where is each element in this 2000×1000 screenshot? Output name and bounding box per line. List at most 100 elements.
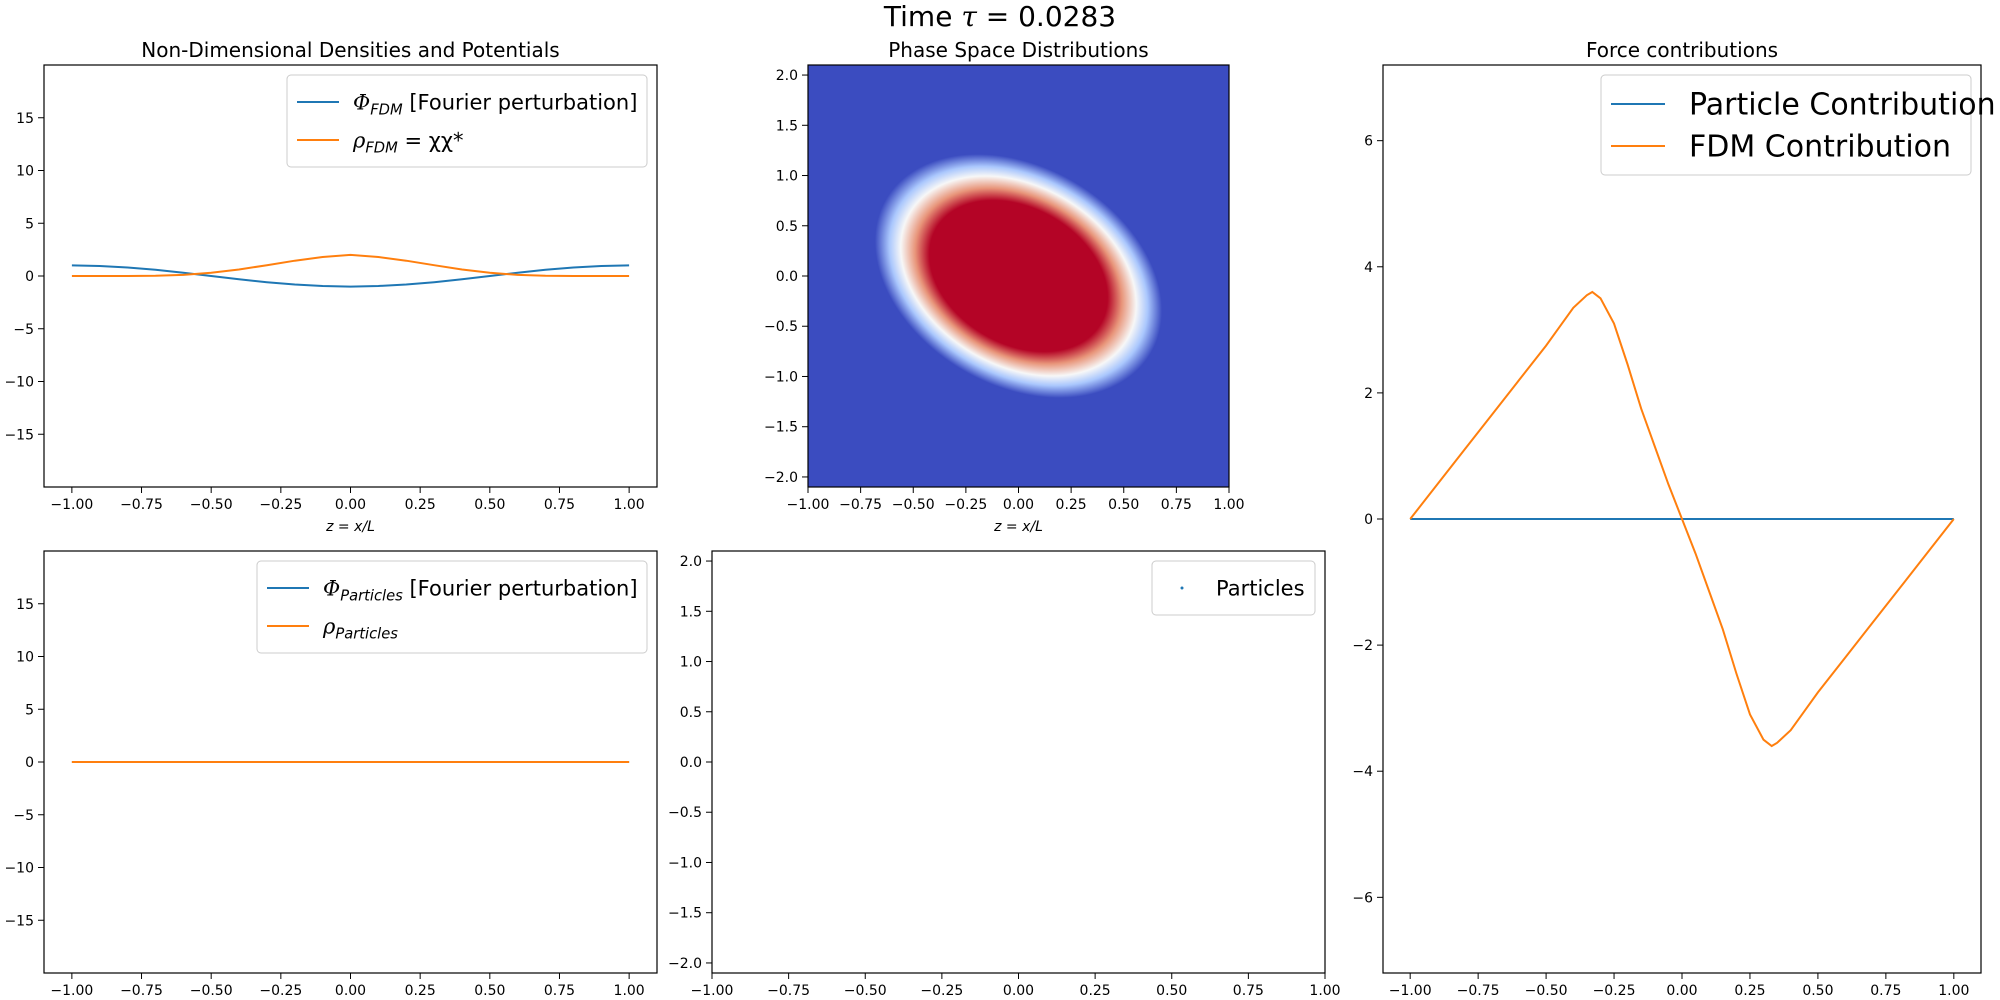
x-tick-label: −1.00 <box>691 983 734 999</box>
legend-label: ρParticles <box>322 614 398 642</box>
legend-subscript: Particles <box>335 625 398 642</box>
x-tick-label: 0.25 <box>405 983 436 999</box>
y-tick-label: 10 <box>16 164 34 180</box>
x-tick-label: 0.50 <box>474 497 505 513</box>
x-tick-label: −0.50 <box>190 983 233 999</box>
legend-label: ΦParticles [Fourier perturbation] <box>323 576 638 604</box>
particles-phase-axes: −1.00 −0.75 −0.50 −0.25 0.00 0.25 0.50 0.75 1.00… <box>668 550 1341 999</box>
x-axis-label: z = x/L <box>993 519 1043 535</box>
x-tick-label: −0.50 <box>844 983 887 999</box>
x-axis-label: z = x/L <box>325 519 375 535</box>
legend-label: ΦFDM [Fourier perturbation] <box>353 90 637 118</box>
y-tick-label: −2 <box>1352 638 1373 654</box>
y-tick-label: −2.0 <box>668 956 702 972</box>
x-tick-label: 0.00 <box>1003 497 1034 513</box>
suptitle-value: = 0.0283 <box>976 0 1117 33</box>
x-tick-label: 0.75 <box>1233 983 1264 999</box>
axes-frame <box>43 550 658 974</box>
y-tick-label: 15 <box>16 111 34 127</box>
x-tick-label: 0.75 <box>544 983 575 999</box>
legend-marker <box>1180 586 1184 590</box>
y-tick-label: 10 <box>16 650 34 666</box>
y-tick-label: −15 <box>4 427 34 443</box>
x-tick-label: 1.00 <box>1938 983 1969 999</box>
x-tick-label: −1.00 <box>787 497 830 513</box>
x-tick-label: 0.00 <box>1003 983 1034 999</box>
y-tick-label: 2 <box>1364 386 1373 402</box>
x-tick-label: −0.50 <box>892 497 935 513</box>
x-tick-label: −0.75 <box>839 497 882 513</box>
y-tick-label: −1.0 <box>668 855 702 871</box>
y-tick-label: −5 <box>13 808 34 824</box>
x-tick-label: −0.75 <box>1457 983 1500 999</box>
axes-frame <box>711 550 1326 974</box>
legend-subscript: FDM <box>370 101 403 118</box>
x-tick-label: −1.00 <box>1389 983 1432 999</box>
x-tick-label: 0.00 <box>335 983 366 999</box>
x-tick-label: −0.75 <box>120 497 163 513</box>
x-tick-label: 0.25 <box>1056 497 1087 513</box>
legend-label: Particle Contribution <box>1689 88 1996 123</box>
x-tick-label: −0.25 <box>259 983 302 999</box>
y-tick-label: 1.5 <box>680 604 702 620</box>
y-tick-label: 2.0 <box>776 68 798 84</box>
x-tick-label: 1.00 <box>1213 497 1244 513</box>
phase-space-fdm-axes: −1.00 −0.75 −0.50 −0.25 0.00 0.25 0.50 0.75 1.00… <box>764 38 1245 535</box>
axes-title: Non-Dimensional Densities and Potentials <box>141 38 559 62</box>
axes-frame <box>43 64 658 488</box>
x-tick-label: −1.00 <box>50 497 93 513</box>
legend-symbol: Φ <box>353 90 370 114</box>
y-tick-label: 0.5 <box>776 219 798 235</box>
x-tick-label: 1.00 <box>614 497 645 513</box>
legend-rest: = χχ* <box>398 128 464 152</box>
x-tick-label: −0.25 <box>944 497 987 513</box>
x-tick-label: −0.50 <box>190 497 233 513</box>
phase-space-blob <box>874 154 1163 398</box>
legend-rest: [Fourier perturbation] <box>403 90 638 114</box>
x-tick-label: 0.75 <box>544 497 575 513</box>
legend-label: Particles <box>1216 576 1305 600</box>
y-tick-label: 0.0 <box>776 269 798 285</box>
y-tick-label: 0 <box>1364 512 1373 528</box>
y-tick-label: −4 <box>1352 764 1373 780</box>
legend-label: FDM Contribution <box>1689 130 1951 165</box>
x-tick-label: 0.25 <box>405 497 436 513</box>
y-tick-label: −10 <box>4 861 34 877</box>
x-tick-label: −0.50 <box>1525 983 1568 999</box>
legend-label: ρFDM = χχ* <box>352 128 464 156</box>
axes-title: Force contributions <box>1586 38 1778 62</box>
y-tick-label: −0.5 <box>764 319 798 335</box>
x-tick-label: 1.00 <box>1309 983 1340 999</box>
legend-subscript: Particles <box>340 587 403 604</box>
suptitle-prefix: Time <box>883 0 962 33</box>
y-tick-label: −2.0 <box>764 470 798 486</box>
series-line-0 <box>71 264 630 288</box>
legend-symbol: Φ <box>323 576 340 600</box>
y-tick-label: −6 <box>1352 890 1373 906</box>
x-tick-label: 0.50 <box>1156 983 1187 999</box>
legend-subscript: FDM <box>365 139 398 156</box>
y-tick-label: −15 <box>4 913 34 929</box>
x-tick-label: 0.75 <box>1870 983 1901 999</box>
y-tick-label: −1.0 <box>764 369 798 385</box>
x-tick-label: 0.00 <box>1666 983 1697 999</box>
y-tick-label: 0.5 <box>680 705 702 721</box>
x-tick-label: 0.50 <box>1108 497 1139 513</box>
axes-frame <box>1382 64 1982 974</box>
legend-symbol: ρ <box>352 128 366 152</box>
axes-title: Phase Space Distributions <box>888 38 1148 62</box>
axes-frame <box>807 64 1230 488</box>
x-tick-label: −0.25 <box>920 983 963 999</box>
y-tick-label: 0 <box>25 269 34 285</box>
x-tick-label: 0.50 <box>1802 983 1833 999</box>
particle-densities-axes: −1.00 −0.75 −0.50 −0.25 0.00 0.25 0.50 0.75 1.00… <box>4 550 658 999</box>
figure-suptitle: Time τ = 0.0283 <box>0 0 2000 34</box>
y-tick-label: 0.0 <box>680 755 702 771</box>
series-line-1 <box>1409 290 1955 748</box>
x-tick-label: 0.00 <box>335 497 366 513</box>
y-tick-label: −10 <box>4 375 34 391</box>
legend-box <box>1600 74 1972 176</box>
legend-box <box>286 74 648 168</box>
x-tick-label: −0.25 <box>1593 983 1636 999</box>
